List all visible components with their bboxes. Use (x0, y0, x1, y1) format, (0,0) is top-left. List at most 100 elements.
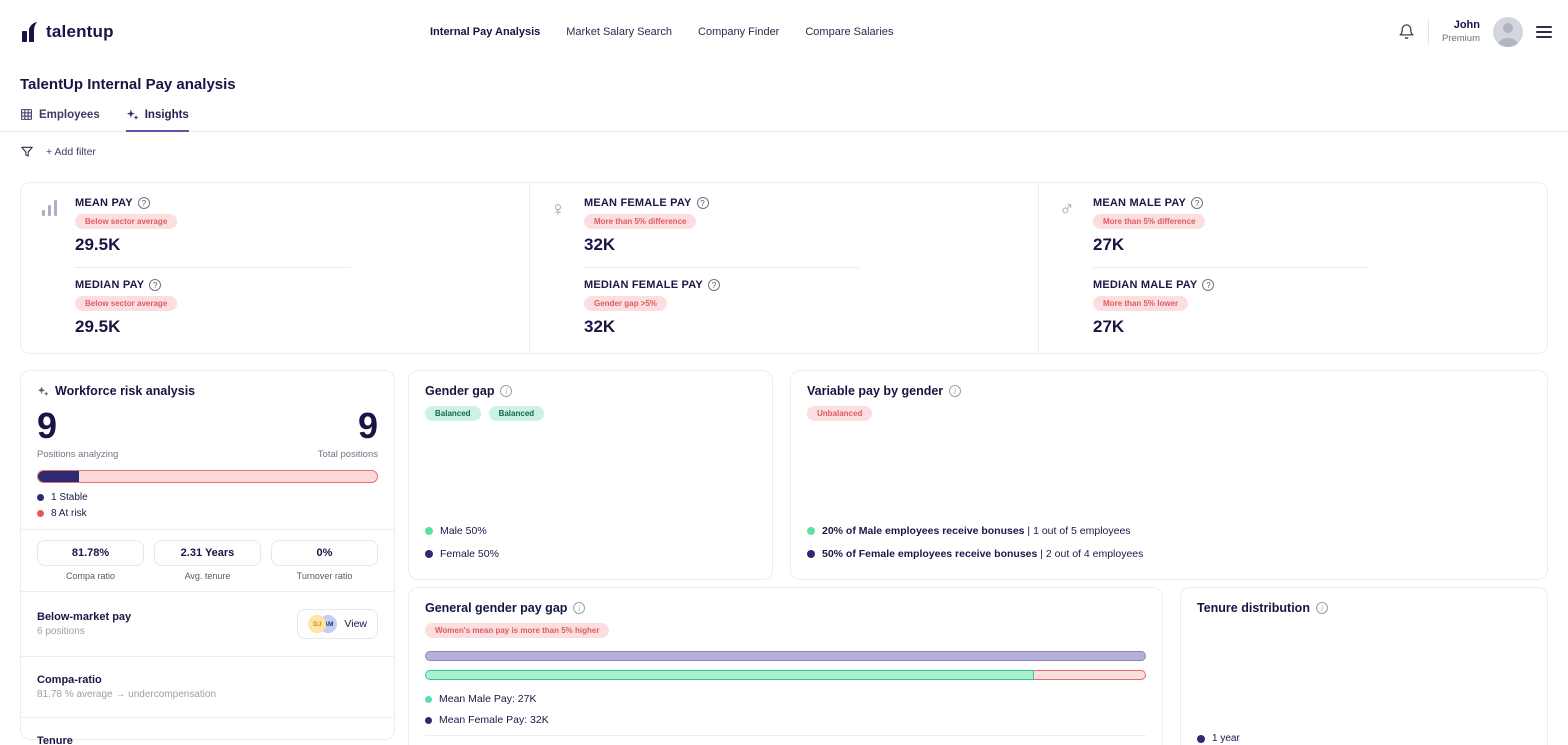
help-icon[interactable]: ? (707, 279, 720, 291)
legend-dot (807, 527, 815, 535)
grid-icon (20, 108, 33, 121)
stat-divider (584, 267, 860, 268)
variable-pay-panel: Variable pay by gender i Unbalanced 20% … (790, 370, 1548, 580)
tenure-title: Tenure distribution (1197, 601, 1310, 615)
avatar-dj: DJ (308, 615, 327, 633)
gender-gap-badge: Balanced (425, 406, 481, 421)
mean-pay-badge: Below sector average (75, 214, 178, 229)
pay-gap-segment (1033, 670, 1146, 680)
legend-item-female-bonuses: 50% of Female employees receive bonuses … (807, 548, 1531, 560)
legend-dot (37, 494, 44, 501)
logo-text: talentup (46, 22, 114, 41)
nav-internal-pay-analysis[interactable]: Internal Pay Analysis (430, 26, 541, 38)
tab-employees-label: Employees (39, 108, 100, 121)
mean-female-pay-label: MEAN FEMALE PAY (584, 197, 692, 209)
row-compa-ratio: Compa-ratio 81.78 % average → undercompe… (37, 674, 217, 700)
median-female-pay-value: 32K (584, 317, 616, 336)
male-pay-column: ♂ MEAN MALE PAY ? More than 5% differenc… (1038, 183, 1547, 353)
pay-gap-badge: Women's mean pay is more than 5% higher (425, 623, 610, 638)
row-tenure: Tenure Avg 2.31 years → possible retenti… (37, 735, 73, 745)
talentup-logo[interactable]: talentup (20, 21, 114, 43)
male-pay-bar-fill (425, 670, 1034, 680)
help-icon[interactable]: ? (696, 197, 709, 209)
divider (21, 656, 394, 657)
mean-female-pay-badge: More than 5% difference (584, 214, 697, 229)
risk-progress-fill (38, 471, 79, 482)
mean-pay-label: MEAN PAY (75, 197, 133, 209)
female-pay-bar (425, 651, 1146, 661)
user-info: John Premium (1442, 19, 1480, 45)
user-plan-badge: Premium (1441, 32, 1480, 44)
kpi-compa-ratio: 81.78% Compa ratio (37, 540, 144, 581)
legend-item-mean-male: Mean Male Pay: 27K (425, 693, 1146, 705)
divider (21, 717, 394, 718)
info-icon[interactable]: i (949, 385, 962, 397)
median-male-pay-value: 27K (1093, 317, 1125, 336)
help-icon[interactable]: ? (137, 197, 150, 209)
median-male-pay-badge: More than 5% lower (1093, 296, 1189, 311)
header-divider (1427, 19, 1429, 45)
positions-analyzing-value: 9 (37, 405, 58, 446)
tenure-distribution-panel: Tenure distribution i 1 year 2 years (1180, 587, 1548, 745)
row-below-market-pay: Below-market pay 6 positions DJ AM View (37, 602, 378, 646)
notifications-bell-icon[interactable] (1398, 23, 1415, 41)
header-right-cluster: John Premium (1398, 0, 1552, 64)
user-name: John (1453, 19, 1480, 32)
median-female-pay-label: MEDIAN FEMALE PAY (584, 279, 703, 291)
total-positions-label: Total positions (317, 449, 378, 460)
top-nav-bar: talentup Internal Pay Analysis Market Sa… (0, 0, 1568, 64)
add-filter-control[interactable]: + Add filter (20, 145, 1548, 159)
legend-dot (425, 716, 432, 724)
legend-item-male-bonuses: 20% of Male employees receive bonuses | … (807, 525, 1531, 537)
pay-gap-title: General gender pay gap (425, 601, 568, 615)
gender-gap-title: Gender gap (425, 384, 495, 398)
info-icon[interactable]: i (573, 602, 586, 614)
kpi-avg-tenure: 2.31 Years Avg. tenure (154, 540, 261, 581)
stat-divider (1093, 267, 1369, 268)
legend-dot (425, 695, 432, 703)
nav-compare-salaries[interactable]: Compare Salaries (805, 26, 894, 38)
gender-gap-panel: Gender gap i Balanced Balanced Male 50% … (408, 370, 773, 580)
divider (21, 529, 394, 530)
nav-market-salary-search[interactable]: Market Salary Search (566, 26, 673, 38)
risk-progress-bar (37, 470, 378, 483)
tab-insights[interactable]: Insights (125, 108, 189, 132)
median-pay-label: MEDIAN PAY (75, 279, 145, 291)
user-avatar[interactable] (1493, 17, 1523, 47)
info-icon[interactable]: i (500, 385, 513, 397)
legend-item-at-risk: 8 At risk (37, 508, 378, 519)
median-pay-value: 29.5K (75, 317, 121, 336)
male-pay-bar (425, 670, 1146, 680)
view-button[interactable]: DJ AM View (297, 609, 378, 639)
help-icon[interactable]: ? (1202, 279, 1215, 291)
page-title: TalentUp Internal Pay analysis (20, 76, 236, 93)
info-icon[interactable]: i (1315, 602, 1328, 614)
median-female-pay-badge: Gender gap >5% (584, 296, 667, 311)
workforce-panel-title: Workforce risk analysis (55, 384, 196, 398)
help-icon[interactable]: ? (149, 279, 162, 291)
median-male-pay-label: MEDIAN MALE PAY (1093, 279, 1198, 291)
tab-employees[interactable]: Employees (20, 108, 100, 132)
male-icon: ♂ (1059, 198, 1075, 221)
legend-dot (425, 550, 433, 558)
legend-item-mean-female: Mean Female Pay: 32K (425, 714, 1146, 726)
general-pay-gap-panel: General gender pay gap i Women's mean pa… (408, 587, 1163, 745)
add-filter-label: + Add filter (46, 146, 96, 158)
gender-gap-badge: Balanced (488, 406, 545, 421)
total-positions-value: 9 (357, 405, 378, 446)
mean-pay-value: 29.5K (75, 235, 121, 254)
legend-dot (807, 550, 815, 558)
tab-insights-label: Insights (144, 108, 189, 121)
mean-male-pay-badge: More than 5% difference (1093, 214, 1206, 229)
hamburger-menu-icon[interactable] (1536, 26, 1552, 38)
legend-dot (37, 510, 44, 517)
help-icon[interactable]: ? (1191, 197, 1204, 209)
bar-chart-icon (41, 197, 65, 337)
legend-dot (425, 527, 433, 535)
mean-male-pay-value: 27K (1093, 235, 1125, 254)
talentup-logo-icon (20, 21, 40, 43)
divider (21, 591, 394, 592)
female-icon: ♀ (550, 198, 566, 221)
nav-company-finder[interactable]: Company Finder (698, 26, 780, 38)
sparkles-icon (126, 108, 139, 121)
